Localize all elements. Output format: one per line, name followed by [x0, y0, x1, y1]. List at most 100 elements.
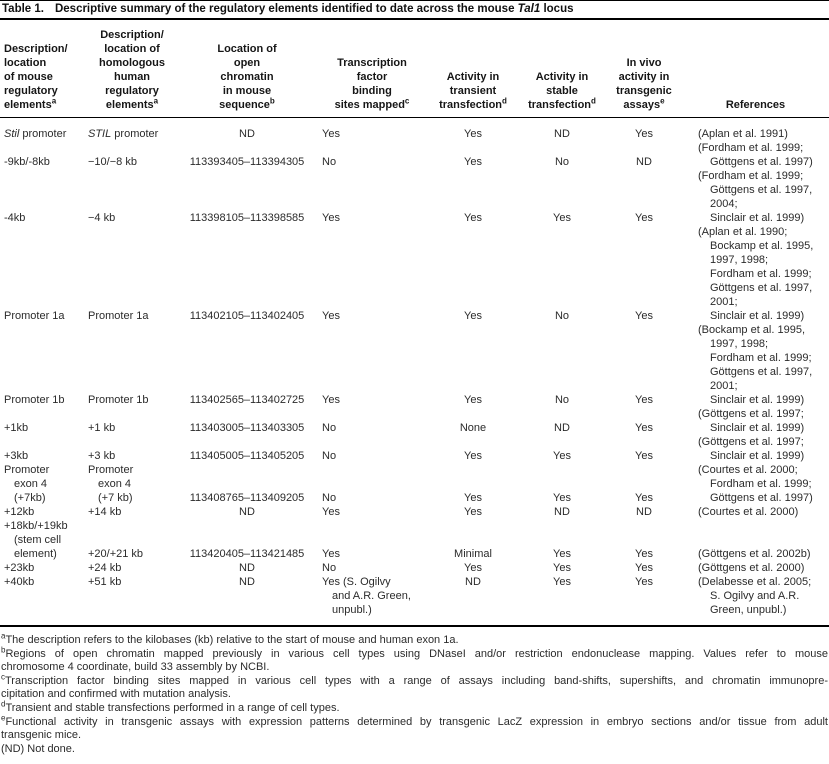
cell-mouse-element: +1kb — [4, 422, 29, 434]
cell-invivo: Yes — [635, 212, 653, 224]
cell-mouse-element: Promoter 1b — [4, 394, 65, 406]
header-row: Description/location of mouse regulatory el… — [0, 20, 829, 118]
table-row: +3kb +3 kb 113405005–113405205 No Yes Yes Yes (… — [0, 435, 829, 463]
cell-stable: Yes — [553, 576, 571, 588]
cell-invivo: Yes — [635, 576, 653, 588]
cell-stable: No — [554, 394, 570, 406]
cell-transient: Yes — [464, 156, 482, 168]
cell-open-chromatin: 113403005–113403305 — [189, 422, 305, 434]
table-header: Description/location of mouse regulatory el… — [0, 20, 829, 118]
cell-transient: Yes — [464, 310, 482, 322]
cell-tf-binding: No — [322, 450, 337, 462]
cell-human-element: −4 kb — [88, 212, 116, 224]
cell-transient: Yes — [464, 562, 482, 574]
cell-tf-binding: Yes — [322, 394, 340, 406]
cell-transient: Yes — [464, 394, 482, 406]
table-row: Promoter 1a Promoter 1a 113402105–11340240… — [0, 225, 829, 323]
cell-references: (Courtes et al. 2000; Fordham et al. 1999… — [698, 464, 813, 504]
cell-references: (Göttgens et al. 2000) — [698, 562, 805, 574]
cell-tf-binding: Yes — [322, 548, 340, 560]
cell-mouse-element: +3kb — [4, 450, 29, 462]
table-row: +1kb +1 kb 113403005–113403305 No None ND Yes (… — [0, 407, 829, 435]
cell-tf-binding: Yes — [322, 212, 340, 224]
table-row: +12kb +14 kb ND Yes Yes ND ND (Courtes et al. 2… — [0, 505, 829, 519]
footnote: eFunctional activity in transgenic assay… — [1, 712, 828, 742]
cell-references: (Courtes et al. 2000) — [698, 506, 799, 518]
cell-invivo: Yes — [635, 492, 653, 504]
cell-mouse-element: -4kb — [4, 212, 26, 224]
cell-open-chromatin: 113402565–113402725 — [189, 394, 305, 406]
regulatory-elements-table: Description/location of mouse regulatory el… — [0, 20, 829, 627]
table-number: Table 1. — [2, 3, 44, 15]
column-header-location: Location of open chromatin in mouse sequence… — [217, 43, 277, 111]
cell-invivo: Yes — [635, 128, 653, 140]
cell-tf-binding: No — [322, 156, 337, 168]
cell-transient: Yes — [464, 128, 482, 140]
cell-tf-binding: No — [322, 422, 337, 434]
cell-tf-binding: Yes — [322, 506, 340, 518]
cell-stable: No — [554, 156, 570, 168]
cell-invivo: Yes — [635, 548, 653, 560]
cell-stable: Yes — [553, 562, 571, 574]
footnote: (ND) Not done. — [1, 742, 75, 755]
column-header-stable: Activity in stable transfectiond — [528, 71, 596, 111]
column-header-invivo: In vivo activity in transgenic assayse — [616, 57, 672, 111]
footnote: aThe description refers to the kilobases… — [1, 631, 459, 646]
cell-invivo: Yes — [635, 422, 653, 434]
cell-invivo: ND — [636, 506, 652, 518]
cell-human-element: Promoter 1a — [88, 310, 149, 322]
column-header-tf-binding: Transcription factor binding sites mappedc — [334, 57, 410, 111]
cell-human-element: STIL promoter — [88, 128, 159, 140]
cell-human-element: +3 kb — [88, 450, 116, 462]
cell-tf-binding: Yes (S. Ogilvy and A.R. Green, unpubl.) — [322, 576, 411, 616]
table-body: Stil promoter STIL promoter ND Yes Yes ND Yes (… — [0, 118, 829, 627]
cell-transient: Yes — [464, 492, 482, 504]
cell-invivo: Yes — [635, 310, 653, 322]
cell-stable: ND — [554, 506, 570, 518]
footnote: bRegions of open chromatin mapped previo… — [1, 644, 828, 674]
cell-tf-binding: No — [322, 492, 337, 504]
cell-transient: Yes — [464, 450, 482, 462]
cell-invivo: ND — [636, 156, 652, 168]
cell-tf-binding: Yes — [322, 310, 340, 322]
cell-references: (Göttgens et al. 1997; Sinclair et al. 19… — [698, 436, 805, 462]
cell-transient: ND — [465, 576, 481, 588]
cell-open-chromatin: ND — [239, 562, 255, 574]
cell-mouse-element: +12kb — [4, 506, 35, 518]
cell-stable: ND — [554, 128, 570, 140]
table-row: Stil promoter STIL promoter ND Yes Yes ND Yes (… — [0, 118, 829, 142]
cell-open-chromatin: ND — [239, 576, 255, 588]
cell-references: (Aplan et al. 1991) — [698, 128, 788, 140]
cell-stable: Yes — [553, 548, 571, 560]
cell-human-element: +24 kb — [88, 562, 122, 574]
cell-references: (Fordham et al. 1999; Göttgens et al. 199… — [698, 170, 813, 224]
cell-human-element: +20/+21 kb — [88, 548, 144, 560]
cell-human-element: +51 kb — [88, 576, 122, 588]
cell-tf-binding: No — [322, 562, 337, 574]
table-caption: Table 1. Descriptive summary of the regul… — [0, 0, 829, 20]
cell-stable: Yes — [553, 492, 571, 504]
column-header-transient: Activity in transient transfectiond — [439, 71, 507, 111]
cell-transient: Yes — [464, 212, 482, 224]
footnote: dTransient and stable transfections perf… — [1, 699, 340, 714]
column-header-mouse: Description/location of mouse regulatory el… — [4, 43, 68, 111]
cell-human-element: Promoter exon 4 (+7 kb) — [88, 464, 134, 504]
cell-stable: No — [554, 310, 570, 322]
table-row: +23kb +24 kb ND No Yes Yes Yes (Göttgens et al.… — [0, 561, 829, 575]
table-row: -4kb −4 kb 113398105–113398585 Yes Yes Yes Yes… — [0, 169, 829, 225]
cell-human-element: Promoter 1b — [88, 394, 149, 406]
cell-open-chromatin: ND — [239, 128, 255, 140]
cell-mouse-element: +23kb — [4, 562, 35, 574]
cell-transient: Minimal — [454, 548, 492, 560]
column-header-references: References — [725, 99, 786, 111]
cell-references: (Fordham et al. 1999; Göttgens et al. 199… — [698, 142, 813, 168]
table-title-text: Descriptive summary of the regulatory el… — [54, 3, 574, 15]
column-header-human: Description/location of homologous human re… — [99, 29, 165, 111]
cell-references: (Bockamp et al. 1995, 1997, 1998; Fordham … — [698, 324, 813, 406]
cell-references: (Göttgens et al. 2002b) — [698, 548, 811, 560]
cell-tf-binding: Yes — [322, 128, 340, 140]
cell-mouse-element: +40kb — [4, 576, 35, 588]
cell-human-element: −10/−8 kb — [88, 156, 137, 168]
cell-references: (Göttgens et al. 1997; Sinclair et al. 19… — [698, 408, 805, 434]
cell-stable: Yes — [553, 450, 571, 462]
